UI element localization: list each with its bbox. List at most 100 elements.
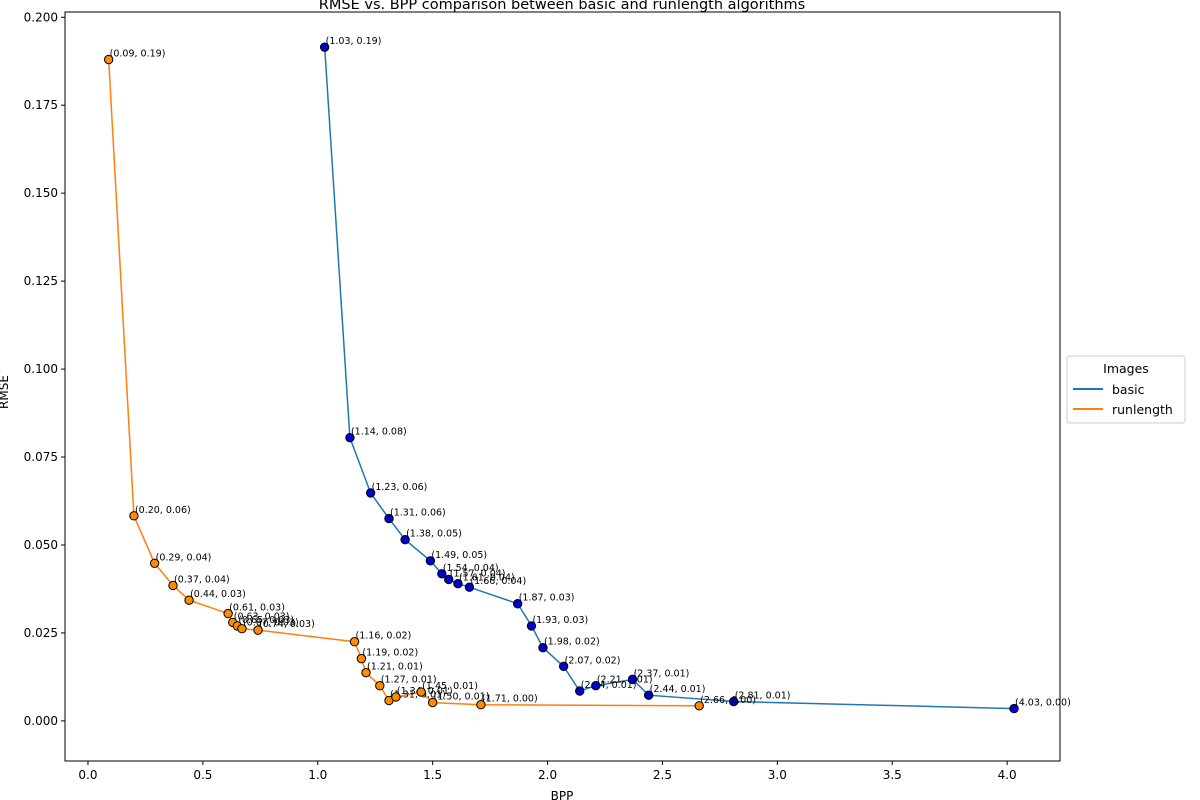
data-label-runlength: (1.27, 0.01) (381, 675, 437, 686)
data-label-basic: (4.03, 0.00) (1015, 698, 1071, 709)
data-label-runlength: (1.16, 0.02) (356, 631, 412, 642)
data-label-basic: (2.81, 0.01) (735, 691, 791, 702)
data-point-runlength (149, 558, 160, 568)
data-label-runlength: (1.21, 0.01) (367, 662, 423, 673)
data-point-runlength (356, 653, 367, 664)
data-label-basic: (1.38, 0.05) (406, 529, 462, 540)
data-label-basic: (1.87, 0.03) (519, 593, 575, 604)
data-label-runlength: (1.50, 0.01) (434, 692, 490, 703)
data-point-runlength (168, 580, 178, 591)
data-point-basic (444, 574, 454, 585)
x-tick-label: 1.5 (423, 768, 442, 782)
data-point-basic (558, 661, 569, 672)
y-axis: 0.000 0.025 0.050 0.075 0.100 0.125 0.150 0.175… (24, 10, 65, 728)
data-point-basic (538, 643, 548, 653)
data-point-runlength (253, 625, 263, 635)
data-label-runlength: (2.66, 0.00) (700, 695, 756, 706)
legend-box (1066, 355, 1186, 424)
data-label-basic: (2.44, 0.01) (650, 684, 706, 695)
data-point-runlength (361, 667, 371, 678)
data-point-runlength (391, 692, 401, 702)
data-label-basic: (1.54, 0.04) (443, 563, 499, 574)
data-label-basic: (1.23, 0.06) (372, 482, 428, 493)
data-point-runlength (375, 681, 385, 691)
legend-label-runlength: runlength (1112, 402, 1173, 417)
data-point-basic (345, 432, 355, 443)
x-tick-label: 3.5 (883, 768, 902, 782)
data-label-runlength: (0.29, 0.04) (156, 552, 212, 563)
data-point-runlength (694, 701, 704, 711)
data-label-runlength: (1.45, 0.01) (422, 681, 478, 692)
y-tick-label: 0.125 (24, 274, 58, 288)
data-label-basic: (1.03, 0.19) (326, 36, 382, 47)
data-point-basic (384, 513, 394, 524)
y-axis-title: RMSE (0, 375, 11, 409)
x-tick-label: 2.5 (653, 768, 672, 782)
series-line-basic (323, 47, 1015, 710)
data-point-basic (591, 681, 601, 691)
y-tick-label: 0.050 (24, 538, 58, 552)
data-label-runlength: (0.67, 0.03) (243, 618, 299, 629)
data-point-basic (319, 42, 330, 52)
y-tick-label: 0.000 (24, 714, 58, 728)
legend-label-basic: basic (1112, 382, 1145, 397)
y-tick-label: 0.025 (24, 626, 58, 640)
data-label-runlength: (1.19, 0.02) (362, 648, 418, 659)
data-label-basic: (1.49, 0.05) (431, 550, 487, 561)
data-point-runlength (103, 54, 114, 65)
data-point-basic (1009, 703, 1019, 714)
data-label-runlength: (0.63, 0.03) (234, 611, 290, 622)
data-point-runlength (223, 608, 233, 619)
data-label-basic: (1.93, 0.03) (532, 615, 588, 626)
data-label-basic: (1.31, 0.06) (390, 508, 446, 519)
x-axis: 0.0 0.5 1.0 1.5 2.0 2.5 3.0 3.5 4.0 (78, 761, 1017, 782)
data-point-runlength (476, 700, 486, 710)
data-label-runlength: (0.20, 0.06) (135, 505, 191, 516)
data-point-basic (643, 690, 654, 700)
chart-title: RMSE vs. BPP comparison between basic an… (319, 0, 805, 13)
data-point-basic (425, 556, 436, 566)
data-point-basic (512, 599, 523, 609)
data-point-basic (526, 621, 537, 631)
data-point-runlength (184, 595, 194, 605)
series-basic: (1.03, 0.19) (1.14, 0.08) (1.23, 0.06) (1.3… (319, 36, 1071, 714)
y-tick-label: 0.100 (24, 362, 58, 376)
data-point-basic (575, 686, 585, 696)
data-label-runlength: (0.44, 0.03) (190, 589, 246, 600)
x-tick-label: 4.0 (998, 768, 1017, 782)
data-point-runlength (349, 637, 360, 647)
x-tick-label: 2.0 (538, 768, 557, 782)
x-tick-label: 3.0 (768, 768, 787, 782)
data-point-basic (728, 696, 739, 707)
data-label-basic: (1.66, 0.04) (470, 576, 526, 587)
data-label-runlength: (0.37, 0.04) (174, 574, 230, 585)
data-point-runlength (427, 697, 438, 708)
data-point-basic (453, 578, 463, 589)
legend: Images basic runlength (1066, 355, 1186, 424)
data-label-runlength: (0.09, 0.19) (110, 48, 166, 59)
data-label-basic: (2.37, 0.01) (634, 668, 690, 679)
data-label-basic: (1.98, 0.02) (544, 637, 600, 648)
data-point-basic (400, 535, 410, 545)
x-tick-label: 0.0 (78, 768, 97, 782)
data-label-runlength: (1.71, 0.00) (482, 694, 538, 705)
series-runlength: (0.09, 0.19) (0.20, 0.06) (0.29, 0.04) (0.3… (103, 48, 756, 711)
data-point-basic (464, 582, 475, 592)
data-point-basic (437, 569, 447, 579)
y-tick-label: 0.175 (24, 98, 58, 112)
data-label-basic: (1.61, 0.04) (459, 573, 515, 584)
data-point-runlength (416, 687, 426, 697)
data-point-runlength (237, 624, 247, 634)
legend-title: Images (1103, 361, 1149, 376)
data-point-runlength (129, 511, 139, 521)
data-label-runlength: (0.61, 0.03) (229, 603, 285, 614)
series-line-runlength (107, 59, 700, 707)
data-label-basic: (2.07, 0.02) (565, 655, 621, 666)
data-point-basic (627, 674, 638, 685)
data-label-runlength: (0.65, 0.03) (238, 615, 294, 626)
data-label-runlength: (0.74, 0.03) (259, 619, 315, 630)
y-tick-label: 0.150 (24, 186, 58, 200)
y-tick-label: 0.200 (24, 10, 58, 24)
data-label-basic: (2.21, 0.01) (597, 675, 653, 686)
